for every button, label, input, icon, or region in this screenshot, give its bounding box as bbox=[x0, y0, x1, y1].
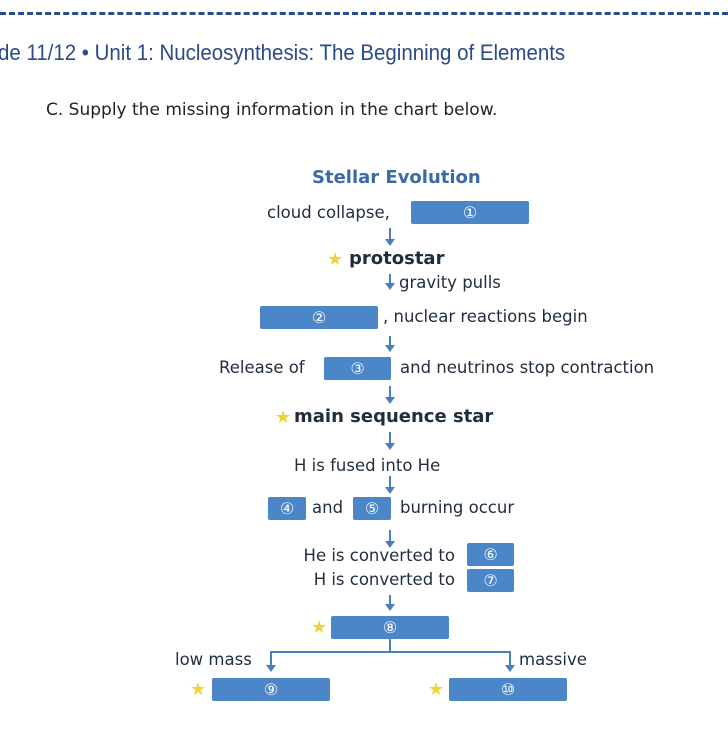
blank-9[interactable]: ⑨ bbox=[212, 678, 330, 701]
blank-4[interactable]: ④ bbox=[268, 497, 306, 520]
star-icon: ★ bbox=[428, 679, 445, 700]
arrow-down-icon bbox=[385, 432, 395, 450]
instruction: C. Supply the missing information in the… bbox=[46, 100, 498, 120]
nuclear-text: , nuclear reactions begin bbox=[383, 307, 588, 326]
arrow-down-icon bbox=[385, 386, 395, 404]
star-icon: ★ bbox=[327, 249, 344, 270]
blank-1[interactable]: ① bbox=[411, 201, 529, 224]
chart-title: Stellar Evolution bbox=[312, 167, 481, 188]
neutrinos-text: and neutrinos stop contraction bbox=[400, 358, 655, 377]
blank-10[interactable]: ⑩ bbox=[449, 678, 567, 701]
main-sequence-label: main sequence star bbox=[294, 406, 494, 427]
blank-5[interactable]: ⑤ bbox=[353, 497, 391, 520]
burning-text: burning occur bbox=[400, 498, 515, 517]
gravity-text: gravity pulls bbox=[399, 273, 501, 292]
connector-line bbox=[270, 651, 511, 653]
and-text: and bbox=[312, 498, 344, 517]
arrow-down-icon bbox=[385, 476, 395, 494]
arrow-down-icon bbox=[385, 228, 395, 246]
arrow-down-icon bbox=[385, 595, 395, 611]
arrow-down-icon bbox=[266, 651, 276, 672]
blank-3[interactable]: ③ bbox=[324, 357, 391, 380]
connector-line bbox=[389, 639, 391, 652]
arrow-down-icon bbox=[505, 651, 515, 672]
arrow-down-icon bbox=[385, 274, 395, 290]
blank-8[interactable]: ⑧ bbox=[331, 616, 449, 639]
fused-text: H is fused into He bbox=[294, 456, 441, 475]
release-text: Release of bbox=[219, 358, 305, 377]
page-header: de 11/12 • Unit 1: Nucleosynthesis: The … bbox=[0, 40, 566, 65]
star-icon: ★ bbox=[311, 617, 328, 638]
star-icon: ★ bbox=[275, 407, 292, 428]
protostar-label: protostar bbox=[349, 248, 445, 269]
blank-6[interactable]: ⑥ bbox=[467, 543, 514, 566]
low-mass-label: low mass bbox=[175, 650, 252, 669]
h-converted-text: H is converted to bbox=[313, 570, 455, 589]
cloud-collapse-text: cloud collapse, bbox=[267, 203, 390, 222]
dashed-divider bbox=[0, 12, 728, 15]
he-converted-text: He is converted to bbox=[303, 546, 455, 565]
massive-label: massive bbox=[519, 650, 587, 669]
blank-7[interactable]: ⑦ bbox=[467, 569, 514, 592]
arrow-down-icon bbox=[385, 336, 395, 352]
arrow-down-icon bbox=[385, 530, 395, 548]
star-icon: ★ bbox=[190, 679, 207, 700]
blank-2[interactable]: ② bbox=[260, 306, 378, 329]
